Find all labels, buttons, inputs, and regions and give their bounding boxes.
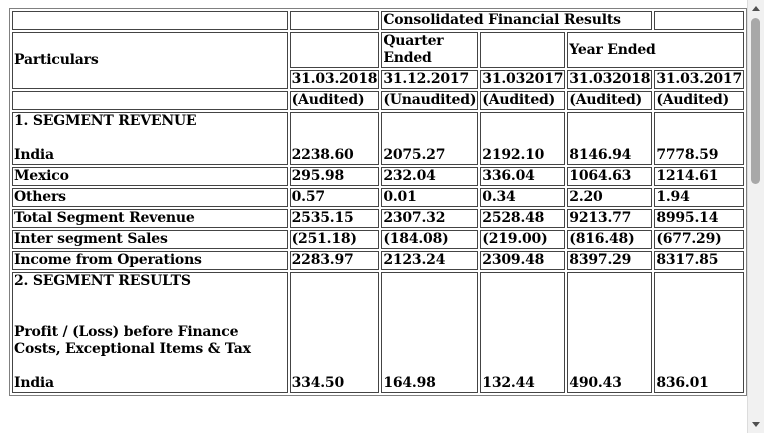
value-cell: 8995.14 [654,209,744,228]
empty-cell [289,11,380,30]
value-cell: 2309.48 [480,251,566,270]
value-cell: 295.98 [289,167,380,186]
value-cell: 2307.32 [381,209,479,228]
table-title: Consolidated Financial Results [381,11,653,30]
value-cell: 7778.59 [654,112,744,165]
status-cell: (Audited) [480,91,566,110]
table-row: Inter segment Sales (251.18) (184.08) (2… [12,230,744,249]
date-cell: 31.03.2018 [289,70,380,89]
value-cell: 2528.48 [480,209,566,228]
status-row: (Audited) (Unaudited) (Audited) (Audited… [12,91,744,110]
scroll-down-button[interactable] [748,416,764,433]
value-cell: 8397.29 [567,251,653,270]
section-subtitle: Profit / (Loss) before Finance Costs, Ex… [14,324,251,357]
value-cell: 2075.27 [381,112,479,165]
row-label: Mexico [12,167,288,186]
row-label: Others [12,188,288,207]
vertical-scrollbar[interactable] [747,0,764,433]
value-cell: (677.29) [654,230,744,249]
empty-cell [12,91,288,110]
table-row: 1. SEGMENT REVENUE India 2238.60 2075.27 … [12,112,744,165]
period-header-row: Particulars Quarter Ended Year Ended [12,32,744,89]
value-cell: (184.08) [381,230,479,249]
year-ended-header: Year Ended [567,32,744,68]
financial-results-table: Consolidated Financial Results Particula… [9,8,747,396]
empty-cell [289,32,380,68]
value-cell: (251.18) [289,230,380,249]
value-cell: 2192.10 [480,112,566,165]
row-label-cell: 1. SEGMENT REVENUE India [12,112,288,165]
status-cell: (Audited) [654,91,744,110]
table-row: Others 0.57 0.01 0.34 2.20 1.94 [12,188,744,207]
value-cell: 9213.77 [567,209,653,228]
value-cell: 164.98 [381,272,479,393]
value-cell: 336.04 [480,167,566,186]
row-label: Inter segment Sales [12,230,288,249]
value-cell: 1064.63 [567,167,653,186]
value-cell: 232.04 [381,167,479,186]
particulars-header: Particulars [12,32,288,89]
row-label: Total Segment Revenue [12,209,288,228]
value-cell: 2.20 [567,188,653,207]
status-cell: (Audited) [289,91,380,110]
date-cell: 31.12.2017 [381,70,479,89]
empty-cell [480,32,566,68]
section-title: 2. SEGMENT RESULTS [14,273,191,289]
value-cell: 1214.61 [654,167,744,186]
value-cell: 8317.85 [654,251,744,270]
status-cell: (Unaudited) [381,91,479,110]
row-label: Income from Operations [12,251,288,270]
document-viewport: Consolidated Financial Results Particula… [9,8,747,396]
value-cell: 2283.97 [289,251,380,270]
value-cell: 2238.60 [289,112,380,165]
scrollbar-thumb[interactable] [751,18,760,184]
value-cell: 334.50 [289,272,380,393]
row-label: India [14,375,54,391]
value-cell: 490.43 [567,272,653,393]
value-cell: 1.94 [654,188,744,207]
value-cell: 8146.94 [567,112,653,165]
date-cell: 31.032018 [567,70,653,89]
value-cell: (219.00) [480,230,566,249]
date-cell: 31.032017 [480,70,566,89]
arrow-down-icon [752,422,760,427]
value-cell: 836.01 [654,272,744,393]
status-cell: (Audited) [567,91,653,110]
date-row: 31.03.2018 31.12.2017 31.032017 31.03201… [12,70,744,89]
value-cell: 0.34 [480,188,566,207]
row-label: India [14,147,54,163]
arrow-up-icon [752,6,760,11]
table-row: Mexico 295.98 232.04 336.04 1064.63 1214… [12,167,744,186]
value-cell: 0.57 [289,188,380,207]
quarter-ended-header: Quarter Ended [381,32,479,68]
title-row: Consolidated Financial Results [12,11,744,30]
table-row: Income from Operations 2283.97 2123.24 2… [12,251,744,270]
value-cell: 0.01 [381,188,479,207]
value-cell: 2123.24 [381,251,479,270]
table-row: 2. SEGMENT RESULTS Profit / (Loss) before… [12,272,744,393]
row-label-cell: 2. SEGMENT RESULTS Profit / (Loss) before… [12,272,288,393]
empty-cell [654,11,744,30]
scroll-up-button[interactable] [748,0,764,17]
date-cell: 31.03.2017 [654,70,744,89]
empty-cell [12,11,288,30]
value-cell: 132.44 [480,272,566,393]
value-cell: (816.48) [567,230,653,249]
table-row: Total Segment Revenue 2535.15 2307.32 25… [12,209,744,228]
value-cell: 2535.15 [289,209,380,228]
section-title: 1. SEGMENT REVENUE [14,113,197,129]
